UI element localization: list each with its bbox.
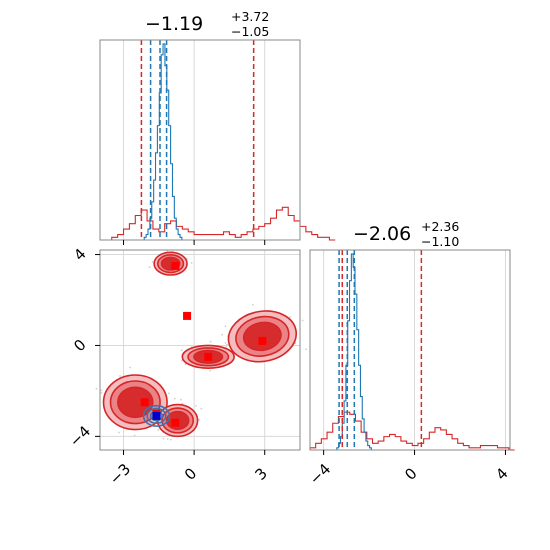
sample-point: [301, 319, 304, 322]
sample-point: [251, 303, 254, 306]
blue-marker: [152, 411, 161, 420]
panel-background: [310, 250, 510, 450]
blue-contour-level-1: [146, 407, 167, 425]
sample-point: [180, 349, 183, 352]
sample-point: [118, 431, 120, 434]
plot-area: [100, 40, 336, 241]
y-tick-label: 0: [70, 336, 89, 355]
panel-frame: [309, 249, 511, 451]
sample-point: [148, 266, 151, 268]
x-ticks: [123, 240, 266, 245]
panel-frame: [99, 249, 301, 451]
sample-point: [133, 434, 136, 437]
red-marker: [204, 352, 213, 361]
x-tick-label: 0: [401, 464, 420, 483]
sample-point: [100, 389, 103, 392]
title-lower-error: −1.10: [421, 234, 459, 249]
sample-point: [119, 375, 121, 377]
sample-point: [173, 397, 176, 400]
red-marker: [183, 311, 192, 320]
title-upper-error: +3.72: [231, 9, 269, 24]
marginal-histogram-param2: −4 0 4 −2.06 +2.36 −1.10: [306, 219, 515, 488]
y-ticks: −4 0 4: [66, 245, 100, 451]
title-lower-error: −1.05: [231, 24, 269, 39]
sample-point: [166, 438, 169, 440]
panel-background: [100, 40, 300, 240]
x-ticks: −3 0 3: [106, 450, 271, 488]
grid: [323, 250, 506, 450]
plot-area: [309, 250, 515, 451]
sample-point: [198, 418, 201, 421]
blue-contour-level-0: [142, 404, 171, 427]
sample-point: [157, 428, 160, 431]
x-tick-label: −3: [106, 460, 134, 488]
sample-point: [224, 342, 227, 344]
histogram-series-0: [100, 206, 336, 241]
title-upper-error: +2.36: [421, 219, 459, 234]
sample-point: [180, 398, 182, 401]
x-tick-label: −4: [306, 460, 334, 488]
sample-point: [224, 325, 227, 328]
title-value: −1.19: [145, 13, 203, 35]
sample-point: [200, 407, 203, 410]
red-marker: [140, 398, 149, 407]
x-tick-label: 0: [181, 464, 200, 483]
sample-point: [129, 366, 131, 369]
grid: [123, 40, 266, 240]
x-tick-label: 3: [251, 464, 270, 483]
sample-point: [289, 316, 292, 318]
x-ticks: −4 0 4: [306, 450, 512, 488]
y-tick-label: −4: [66, 422, 94, 450]
sample-point: [305, 348, 308, 351]
x-tick-label: 4: [492, 464, 511, 483]
red-marker: [171, 261, 180, 270]
sample-point: [181, 402, 184, 405]
sample-point: [95, 387, 98, 390]
sample-point: [162, 437, 165, 440]
sample-point: [209, 340, 212, 343]
plot-area: [95, 249, 308, 441]
histogram-series-0: [309, 411, 515, 451]
sample-point: [209, 369, 211, 372]
sample-point: [221, 333, 224, 336]
panel-frame: [99, 39, 301, 241]
joint-contour-plot: −3 0 3 −4 0 4: [66, 245, 308, 488]
sample-point: [184, 363, 187, 366]
sample-point: [100, 392, 103, 394]
sample-point: [151, 261, 154, 263]
red-contour-mode-2-level-2: [117, 386, 154, 419]
red-contour-mode-0-level-2: [242, 321, 282, 352]
marginal-histogram-param1: −1.19 +3.72 −1.05: [99, 9, 336, 245]
red-marker: [171, 418, 180, 427]
sample-point: [170, 438, 172, 441]
sample-point: [226, 343, 229, 346]
sample-point: [167, 392, 170, 395]
sample-point: [195, 404, 197, 407]
sample-point: [190, 261, 193, 264]
sample-point: [180, 359, 183, 362]
title-value: −2.06: [353, 223, 411, 245]
red-marker: [258, 336, 267, 345]
y-tick-label: 4: [70, 245, 89, 264]
